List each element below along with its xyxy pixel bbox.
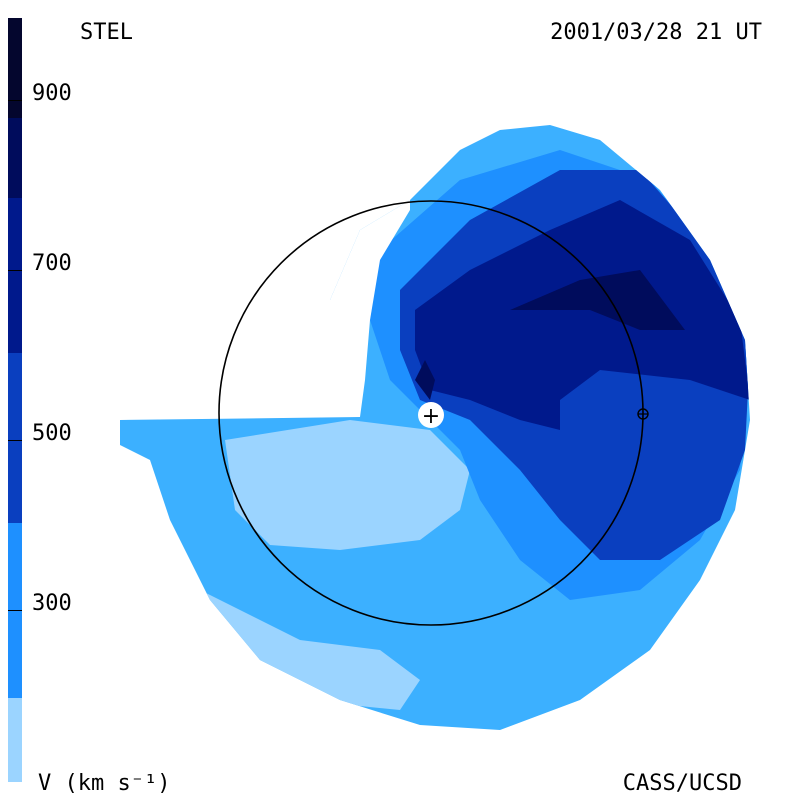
velocity-region-peak bbox=[415, 360, 435, 400]
colorbar-band bbox=[8, 18, 22, 118]
sun-symbol-icon: + bbox=[422, 404, 440, 429]
colorbar-tick-700: 700 bbox=[32, 251, 72, 276]
colorbar-tick-mark bbox=[8, 270, 22, 271]
colorbar-band bbox=[8, 118, 22, 198]
colorbar-tick-mark bbox=[8, 440, 22, 441]
station-label: STEL bbox=[80, 20, 133, 45]
colorbar-tick-mark bbox=[8, 100, 22, 101]
no-data-region bbox=[230, 200, 410, 417]
earth-orbit-circle bbox=[218, 200, 644, 626]
velocity-region-slow bbox=[225, 420, 470, 550]
units-label: V (km s⁻¹) bbox=[38, 771, 171, 796]
velocity-colorbar bbox=[8, 18, 22, 782]
datetime-label: 2001/03/28 21 UT bbox=[550, 20, 762, 45]
colorbar-tick-500: 500 bbox=[32, 421, 72, 446]
colorbar-band bbox=[8, 353, 22, 523]
velocity-region-fastest bbox=[415, 200, 750, 430]
colorbar-tick-900: 900 bbox=[32, 81, 72, 106]
velocity-region-peak bbox=[510, 270, 685, 330]
colorbar-tick-mark bbox=[8, 610, 22, 611]
sun-marker bbox=[418, 402, 444, 428]
credit-label: CASS/UCSD bbox=[622, 771, 742, 796]
colorbar-band bbox=[8, 198, 22, 353]
velocity-region-slow bbox=[200, 590, 420, 710]
colorbar-band bbox=[8, 698, 22, 782]
colorbar-tick-300: 300 bbox=[32, 591, 72, 616]
